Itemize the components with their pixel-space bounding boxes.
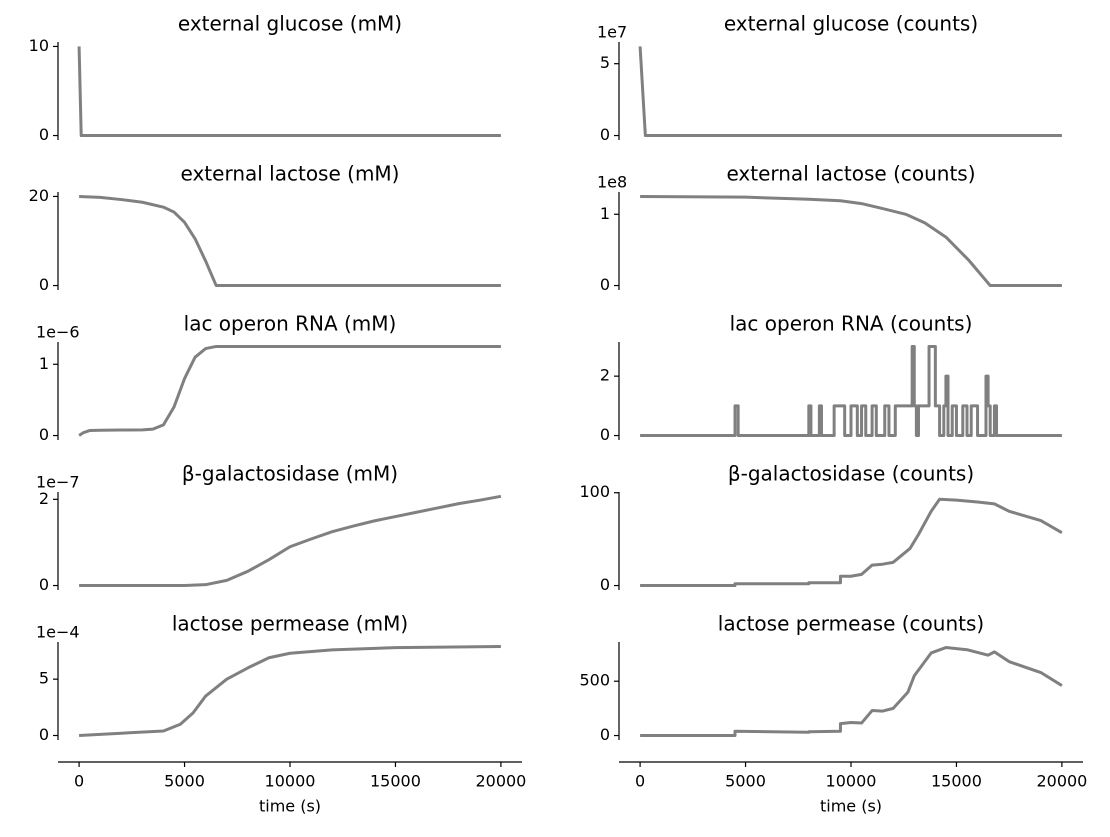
y-tick-label: 100 — [579, 482, 610, 501]
data-line — [79, 194, 501, 288]
x-axis-label: time (s) — [820, 797, 882, 816]
y-tick-label: 1 — [600, 204, 610, 223]
y-offset-label: 1e8 — [597, 173, 627, 192]
data-line — [78, 344, 501, 437]
y-tick-label: 0 — [39, 125, 49, 144]
y-tick-label: 10 — [29, 36, 49, 55]
y-tick-label: 0 — [600, 425, 610, 444]
panel-title: external glucose (counts) — [724, 12, 978, 36]
data-line — [640, 646, 1063, 738]
panel-title: lactose permease (mM) — [172, 612, 408, 636]
y-tick-label: 0 — [39, 425, 49, 444]
y-tick-label: 0 — [600, 725, 610, 744]
y-tick-label: 2 — [39, 489, 49, 508]
panel-title: external lactose (mM) — [181, 162, 400, 186]
panel-title: external lactose (counts) — [726, 162, 975, 186]
panel-title: lac operon RNA (mM) — [184, 312, 397, 336]
x-tick-label: 5000 — [725, 772, 766, 791]
y-tick-label: 1 — [39, 354, 49, 373]
x-tick-label: 0 — [635, 772, 645, 791]
x-tick-label: 10000 — [265, 772, 316, 791]
x-tick-label: 20000 — [1036, 772, 1087, 791]
x-tick-label: 0 — [74, 772, 84, 791]
panel-title: β-galactosidase (mM) — [182, 462, 398, 486]
y-offset-label: 1e7 — [597, 23, 627, 42]
x-tick-label: 20000 — [475, 772, 526, 791]
panel-title: β-galactosidase (counts) — [728, 462, 974, 486]
y-tick-label: 500 — [579, 671, 610, 690]
data-line — [640, 497, 1063, 588]
y-tick-label: 0 — [600, 125, 610, 144]
y-offset-label: 1e−7 — [36, 473, 80, 492]
panel-title: lac operon RNA (counts) — [730, 312, 973, 336]
x-axis-label: time (s) — [259, 797, 321, 816]
panel-title: lactose permease (counts) — [718, 612, 984, 636]
data-line — [79, 494, 502, 588]
data-line — [640, 194, 1062, 288]
data-line — [638, 46, 1062, 138]
y-tick-label: 0 — [39, 275, 49, 294]
y-tick-label: 0 — [39, 725, 49, 744]
panel-title: external glucose (mM) — [178, 12, 402, 36]
y-offset-label: 1e−4 — [36, 623, 80, 642]
y-tick-label: 0 — [600, 275, 610, 294]
y-tick-label: 2 — [600, 366, 610, 385]
data-line — [640, 344, 1062, 438]
y-tick-label: 0 — [600, 575, 610, 594]
x-tick-label: 5000 — [164, 772, 205, 791]
x-tick-label: 15000 — [931, 772, 982, 791]
y-tick-label: 0 — [39, 575, 49, 594]
x-tick-label: 10000 — [826, 772, 877, 791]
x-tick-label: 15000 — [370, 772, 421, 791]
data-line — [79, 645, 501, 737]
y-tick-label: 20 — [29, 186, 49, 205]
data-line — [77, 46, 501, 138]
y-tick-label: 5 — [600, 53, 610, 72]
y-tick-label: 5 — [39, 669, 49, 688]
y-offset-label: 1e−6 — [36, 323, 80, 342]
